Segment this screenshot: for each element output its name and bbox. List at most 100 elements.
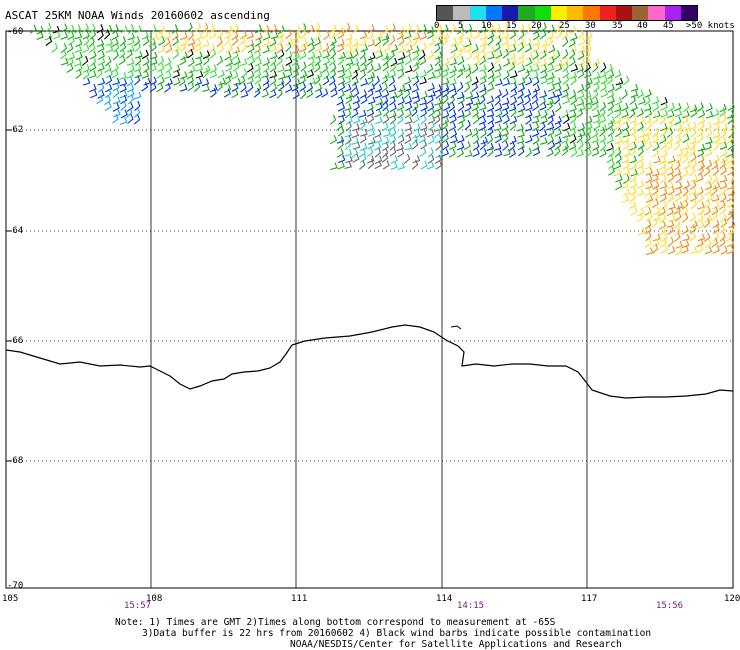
wind-barb xyxy=(411,134,418,145)
wind-barb xyxy=(383,129,391,137)
wind-barb xyxy=(276,43,284,54)
wind-barb xyxy=(465,67,472,79)
wind-barb xyxy=(277,77,285,87)
wind-barb xyxy=(608,159,615,170)
wind-barb xyxy=(682,127,689,138)
wind-barb xyxy=(397,96,405,106)
wind-barb xyxy=(501,88,509,98)
wind-barb xyxy=(479,42,487,54)
wind-barb xyxy=(285,37,294,46)
wind-barb xyxy=(419,24,427,33)
wind-barb xyxy=(510,70,518,79)
wind-barb xyxy=(667,155,676,164)
wind-barb xyxy=(66,63,74,73)
wind-barb xyxy=(434,109,441,119)
wind-barb xyxy=(658,206,666,216)
wind-barb xyxy=(337,109,346,118)
wind-barb xyxy=(419,69,427,79)
wind-barb xyxy=(585,147,592,158)
wind-barb xyxy=(501,121,509,132)
wind-barb xyxy=(262,45,270,54)
wind-barb xyxy=(428,90,436,98)
wind-barb xyxy=(690,199,697,210)
wind-barb xyxy=(374,36,382,47)
wind-barb xyxy=(471,43,479,54)
wind-barb xyxy=(292,31,301,41)
wind-barb xyxy=(388,121,396,131)
wind-barb xyxy=(343,76,352,85)
wind-barb xyxy=(314,74,321,85)
wind-barb xyxy=(577,29,585,40)
wind-barb xyxy=(689,231,697,242)
wind-barb xyxy=(554,115,562,125)
wind-barb xyxy=(703,166,711,177)
wind-barb xyxy=(681,225,689,235)
wind-barb xyxy=(254,57,262,67)
wind-barb xyxy=(126,76,134,87)
wind-barb xyxy=(600,140,607,152)
wind-barb xyxy=(712,117,721,125)
wind-barb xyxy=(202,84,210,93)
wind-barb xyxy=(606,153,614,163)
wind-barb xyxy=(66,57,74,66)
wind-barb xyxy=(518,29,525,40)
wind-barb xyxy=(726,210,733,222)
wind-barb xyxy=(321,88,329,98)
wind-barb xyxy=(157,63,165,72)
legend-label: 0 xyxy=(434,21,440,31)
wind-barb xyxy=(533,110,541,119)
wind-barb xyxy=(553,94,561,105)
wind-barb xyxy=(493,70,502,79)
wind-barb xyxy=(345,134,352,145)
wind-barb xyxy=(539,90,548,99)
wind-barb xyxy=(396,114,404,125)
legend-label: >50 knots xyxy=(686,21,735,31)
wind-barb xyxy=(345,33,353,41)
wind-barb xyxy=(471,76,479,86)
wind-barb xyxy=(487,23,495,33)
wind-barb xyxy=(525,114,532,125)
wind-barb xyxy=(652,110,661,119)
wind-barb xyxy=(307,63,315,73)
wind-barb xyxy=(629,95,636,106)
wind-barb xyxy=(510,107,517,118)
wind-barb xyxy=(171,24,179,34)
wind-barb xyxy=(389,134,397,145)
wind-barb xyxy=(645,108,653,119)
wind-barb xyxy=(494,63,502,73)
wind-barb xyxy=(233,57,241,66)
wind-barb xyxy=(195,51,203,60)
wind-speed-legend xyxy=(436,5,698,21)
wind-barb xyxy=(300,38,308,48)
wind-barb xyxy=(548,44,556,54)
wind-barb xyxy=(457,95,465,105)
wind-barb xyxy=(119,90,128,99)
legend-label: 15 xyxy=(506,21,517,31)
wind-barb xyxy=(441,35,448,47)
wind-barb xyxy=(465,31,474,40)
wind-barb xyxy=(89,83,97,93)
wind-barb xyxy=(381,82,388,93)
wind-barb xyxy=(313,22,321,33)
wind-barb xyxy=(630,89,639,98)
wind-barb xyxy=(614,120,621,131)
wind-barb xyxy=(525,76,533,86)
wind-barb xyxy=(555,58,563,67)
wind-barb xyxy=(540,109,548,119)
wind-barb xyxy=(413,57,421,67)
wind-barb xyxy=(614,142,622,152)
wind-barb xyxy=(585,126,592,137)
wind-barb xyxy=(598,114,607,124)
wind-barb xyxy=(277,64,285,73)
wind-barb xyxy=(532,25,541,35)
wind-barb xyxy=(360,128,368,137)
wind-barb xyxy=(96,24,104,34)
wind-barb xyxy=(554,128,562,137)
wind-barb xyxy=(435,30,443,40)
wind-barb xyxy=(532,84,541,93)
wind-barb xyxy=(704,238,712,249)
wind-barb xyxy=(141,70,150,79)
wind-barb xyxy=(584,36,591,48)
wind-barb xyxy=(599,148,607,158)
wind-barb xyxy=(644,103,652,112)
